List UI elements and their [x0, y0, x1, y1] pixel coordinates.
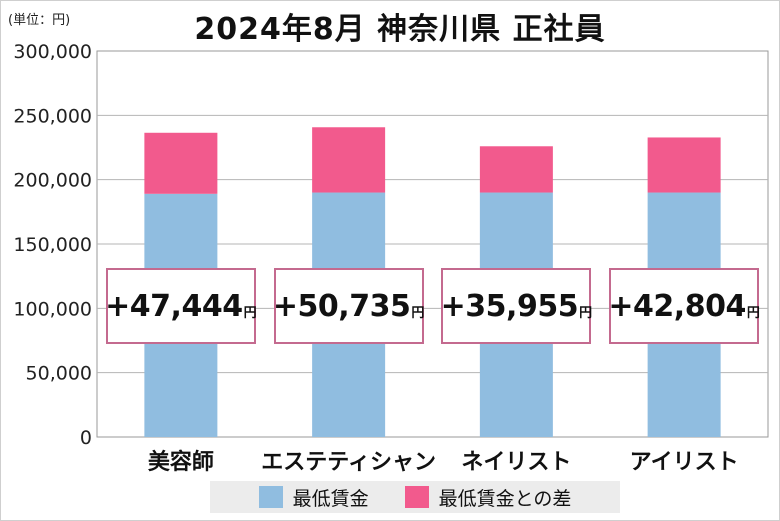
bar-difference — [144, 132, 218, 194]
bar-difference — [312, 127, 386, 193]
y-tick-label: 100,000 — [13, 298, 92, 320]
difference-value: +47,444 — [105, 288, 243, 324]
difference-unit: 円 — [746, 305, 760, 321]
difference-unit: 円 — [411, 305, 425, 321]
unit-label: (単位：円) — [8, 13, 71, 28]
y-tick-label: 300,000 — [13, 41, 92, 63]
y-tick-label: 150,000 — [13, 234, 92, 256]
y-tick-label: 0 — [80, 427, 92, 449]
y-tick-label: 200,000 — [13, 170, 92, 192]
chart-title: 2024年8月 神奈川県 正社員 — [194, 12, 606, 47]
difference-value: +42,804 — [608, 288, 746, 324]
legend: 最低賃金 最低賃金との差 — [210, 481, 620, 513]
difference-unit: 円 — [579, 305, 593, 321]
x-category-label: アイリスト — [630, 450, 739, 475]
difference-annotation: +50,735 円 — [272, 268, 425, 344]
x-category-label: ネイリスト — [461, 450, 571, 475]
bar-difference — [479, 146, 553, 193]
legend-item-min-wage: 最低賃金 — [258, 484, 369, 511]
legend-swatch-difference — [404, 486, 429, 508]
difference-unit: 円 — [243, 305, 257, 321]
x-category-label: エステティシャン — [261, 450, 436, 475]
difference-annotation: +47,444 円 — [105, 268, 257, 344]
legend-swatch-min-wage — [258, 486, 283, 508]
legend-label-min-wage: 最低賃金 — [292, 487, 369, 510]
difference-value: +35,955 — [440, 288, 579, 324]
y-tick-label: 250,000 — [13, 105, 92, 127]
legend-item-difference: 最低賃金との差 — [404, 484, 572, 511]
bar-difference — [647, 137, 721, 193]
difference-annotation: +42,804 円 — [608, 268, 760, 344]
difference-value: +50,735 — [272, 288, 411, 324]
legend-label-difference: 最低賃金との差 — [438, 487, 572, 510]
y-tick-label: 50,000 — [26, 363, 92, 385]
x-category-label: 美容師 — [148, 449, 214, 475]
difference-annotation: +35,955 円 — [440, 268, 593, 344]
